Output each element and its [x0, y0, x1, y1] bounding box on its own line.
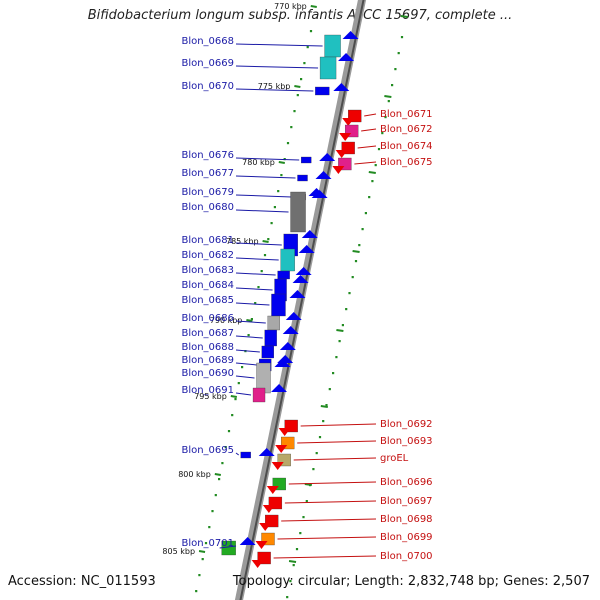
gene-feature-forward[interactable]: Blon_0669	[181, 53, 355, 80]
gene-feature-forward[interactable]: Blon_0683	[181, 265, 312, 280]
gene-feature-reverse[interactable]: Blon_0696	[266, 477, 433, 494]
gene-feature-forward[interactable]: Blon_0688	[181, 342, 296, 359]
gene-feature-forward[interactable]: Blon_0680	[181, 188, 325, 233]
gene-label-forward[interactable]: Blon_0701	[181, 538, 234, 549]
gene-label-forward[interactable]: Blon_0682	[181, 250, 234, 261]
gene-feature-forward[interactable]: Blon_0668	[181, 31, 359, 58]
gene-feature-forward[interactable]: Blon_0695	[181, 445, 275, 459]
guide-dots	[195, 30, 404, 599]
gene-label-reverse[interactable]: Blon_0692	[380, 419, 433, 430]
tick-mark: 780 kbp	[242, 158, 376, 174]
gene-label-forward[interactable]: Blon_0679	[181, 187, 234, 198]
gene-feature-reverse[interactable]: Blon_0671	[342, 109, 433, 126]
gene-feature-forward[interactable]: Blon_0682	[181, 245, 315, 272]
tick-label: 785 kbp	[226, 237, 259, 246]
gene-feature-reverse[interactable]: Blon_0674	[335, 141, 433, 158]
tick-label: 795 kbp	[194, 392, 227, 401]
gene-feature-forward[interactable]: Blon_0679	[181, 187, 328, 201]
gene-label-reverse[interactable]: Blon_0675	[380, 157, 433, 168]
gene-label-forward[interactable]: Blon_0689	[181, 355, 234, 366]
tick-mark: 790 kbp	[210, 316, 344, 332]
tick-label: 780 kbp	[242, 158, 275, 167]
gene-label-reverse[interactable]: Blon_0699	[380, 532, 433, 543]
tick-mark: 795 kbp	[194, 392, 328, 408]
gene-label-reverse[interactable]: Blon_0672	[380, 124, 433, 135]
gene-feature-forward[interactable]: Blon_0670	[181, 81, 350, 96]
gene-feature-reverse[interactable]: Blon_0697	[262, 496, 433, 513]
gene-feature-reverse[interactable]: groEL	[271, 453, 409, 470]
gene-feature-reverse[interactable]: Blon_0693	[275, 436, 433, 453]
gene-label-forward[interactable]: Blon_0680	[181, 202, 234, 213]
map-title: Bifidobacterium longum subsp. infantis A…	[87, 8, 513, 23]
gene-label-forward[interactable]: Blon_0684	[181, 280, 234, 291]
gene-label-forward[interactable]: Blon_0668	[181, 36, 234, 47]
tick-mark: 805 kbp	[162, 547, 297, 563]
tick-label: 770 kbp	[274, 2, 307, 11]
gene-feature-forward[interactable]: Blon_0701	[181, 537, 256, 556]
gene-label-forward[interactable]: Blon_0677	[181, 168, 234, 179]
tick-label: 790 kbp	[210, 316, 243, 325]
gene-feature-forward[interactable]: Blon_0676	[181, 150, 336, 164]
gene-label-forward[interactable]: Blon_0686	[181, 313, 234, 324]
gene-label-forward[interactable]: Blon_0669	[181, 58, 234, 69]
gene-label-forward[interactable]: Blon_0681	[181, 235, 234, 246]
gene-feature-forward[interactable]: Blon_0687	[181, 326, 299, 347]
accession-label: Accession: NC_011593	[8, 574, 156, 589]
gene-label-reverse[interactable]: Blon_0697	[380, 496, 433, 507]
gene-feature-forward[interactable]: Blon_0690	[181, 359, 291, 394]
tick-label: 805 kbp	[162, 547, 195, 556]
tick-mark: 785 kbp	[226, 237, 360, 253]
genome-summary: Topology: circular; Length: 2,832,748 bp…	[232, 574, 590, 589]
gene-label-reverse[interactable]: Blon_0696	[380, 477, 433, 488]
gene-feature-forward[interactable]: Blon_0677	[181, 168, 332, 182]
gene-label-reverse[interactable]: Blon_0698	[380, 514, 433, 525]
gene-label-forward[interactable]: Blon_0676	[181, 150, 234, 161]
gene-feature-reverse[interactable]: Blon_0700	[251, 551, 433, 568]
gene-label-forward[interactable]: Blon_0685	[181, 295, 234, 306]
gene-label-reverse[interactable]: Blon_0674	[380, 141, 433, 152]
tick-label: 775 kbp	[258, 82, 291, 91]
gene-label-reverse[interactable]: Blon_0700	[380, 551, 433, 562]
gene-feature-forward[interactable]: Blon_0691	[181, 384, 288, 403]
tick-mark: 770 kbp	[274, 2, 408, 18]
gene-feature-reverse[interactable]: Blon_0698	[259, 514, 433, 531]
gene-label-forward[interactable]: Blon_0691	[181, 385, 234, 396]
gene-label-forward[interactable]: Blon_0683	[181, 265, 234, 276]
gene-feature-reverse[interactable]: Blon_0675	[332, 157, 433, 174]
gene-feature-forward[interactable]: Blon_0686	[181, 312, 302, 331]
gene-feature-reverse[interactable]: Blon_0699	[255, 532, 433, 549]
genome-backbone	[234, 0, 367, 600]
gene-feature-reverse[interactable]: Blon_0692	[278, 419, 433, 436]
gene-label-forward[interactable]: Blon_0690	[181, 368, 234, 379]
tick-mark: 775 kbp	[258, 82, 392, 98]
gene-label-forward[interactable]: Blon_0670	[181, 81, 234, 92]
tick-mark: 800 kbp	[178, 470, 312, 486]
gene-label-reverse[interactable]: groEL	[380, 453, 409, 464]
gene-label-forward[interactable]: Blon_0687	[181, 328, 234, 339]
gene-label-forward[interactable]: Blon_0688	[181, 342, 234, 353]
gene-feature-reverse[interactable]: Blon_0672	[339, 124, 433, 141]
gene-label-reverse[interactable]: Blon_0693	[380, 436, 433, 447]
gene-label-reverse[interactable]: Blon_0671	[380, 109, 433, 120]
tick-label: 800 kbp	[178, 470, 211, 479]
gene-label-forward[interactable]: Blon_0695	[181, 445, 234, 456]
